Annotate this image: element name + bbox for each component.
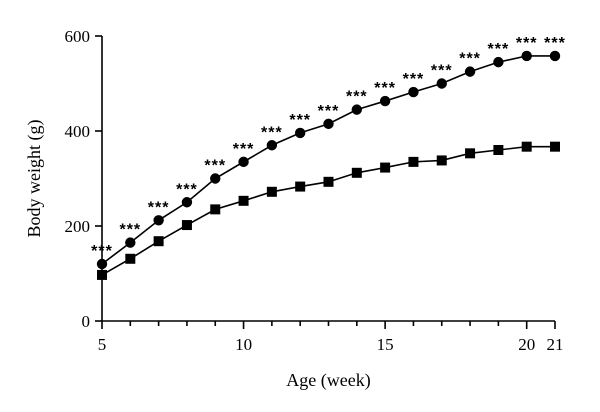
data-point-square [238,195,249,206]
data-point-square [210,204,221,215]
significance-marker: *** [516,35,538,52]
data-point-square [323,176,334,187]
x-tick-label: 21 [547,335,564,354]
data-point-square [97,269,107,280]
data-point-circle [266,140,278,151]
significance-marker: *** [374,80,396,97]
data-point-square [493,145,504,155]
data-point-circle [436,78,447,89]
significance-marker: *** [233,141,255,158]
data-point-square [295,181,306,192]
significance-marker: *** [148,199,170,216]
data-point-circle [323,118,334,130]
series-line-circle [101,55,555,265]
x-axis-label: Age (week) [286,370,370,391]
data-point-circle [351,104,363,115]
significance-marker: *** [488,41,510,58]
y-axis-label: Body weight (g) [24,120,45,238]
data-point-square [550,141,560,152]
data-point-square [351,167,362,178]
x-tick-label: 10 [235,335,252,354]
significance-marker: *** [431,63,453,80]
plot-area: *** *** *** *** *** *** *** *** *** *** *** *** *** *… [91,35,566,280]
data-point-square [436,155,447,166]
data-point-circle [181,197,193,208]
significance-marker: *** [459,51,481,68]
data-point-circle [294,127,306,139]
x-tick-label: 20 [518,335,535,354]
significance-marker: *** [544,35,566,52]
y-tick-label: 600 [65,27,91,46]
data-point-circle [210,173,221,184]
data-point-square [181,220,192,231]
data-point-square [465,148,476,159]
data-point-circle [549,50,561,62]
significance-marker: *** [261,124,283,141]
data-point-circle [379,95,391,107]
significance-marker: *** [119,222,141,239]
data-point-circle [238,156,249,168]
series-line-square [101,145,555,276]
y-tick-label: 0 [82,312,91,331]
data-point-square [153,236,164,247]
significance-marker: *** [318,103,340,120]
data-point-circle [96,258,108,270]
significance-marker: *** [176,181,198,198]
significance-marker: *** [289,112,311,129]
data-point-circle [464,66,476,77]
x-tick-label: 15 [377,335,394,354]
significance-marker: *** [403,71,425,88]
data-point-circle [493,56,504,68]
significance-marker: *** [204,158,226,175]
axes: 0 200 400 600 5 10 15 20 21 [65,27,564,354]
data-point-square [380,162,391,173]
data-point-circle [125,237,136,248]
data-point-circle [521,50,532,62]
data-point-square [521,141,532,152]
y-tick-label: 200 [65,217,91,236]
data-point-square [408,156,419,167]
x-tick-label: 5 [98,335,107,354]
data-point-circle [408,86,419,98]
significance-marker: *** [346,89,368,106]
data-point-square [125,253,136,264]
significance-marker: *** [91,243,113,260]
y-tick-label: 400 [65,122,91,141]
data-point-square [266,186,277,197]
data-point-circle [153,215,164,226]
